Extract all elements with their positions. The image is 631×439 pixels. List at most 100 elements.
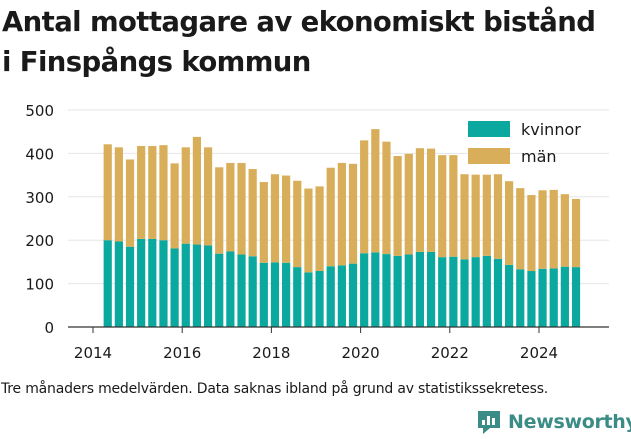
bar-kvinnor — [293, 267, 302, 327]
legend-swatch-man — [468, 148, 510, 164]
bar-kvinnor — [505, 264, 514, 327]
bar-man — [170, 163, 179, 249]
bar-man — [282, 175, 291, 263]
x-tick-label: 2024 — [520, 344, 558, 362]
bars — [103, 129, 581, 327]
bar-man — [192, 136, 202, 245]
bar-man — [527, 195, 536, 272]
bar-kvinnor — [337, 265, 346, 327]
bar-kvinnor — [170, 248, 179, 327]
bar-man — [426, 148, 436, 252]
bar-man — [516, 188, 525, 270]
bar-kvinnor — [549, 268, 558, 327]
brand-name: Newsworthy — [508, 411, 631, 433]
bar-man — [337, 162, 346, 266]
bar-kvinnor — [137, 238, 146, 327]
bar-kvinnor — [460, 259, 469, 327]
legend-swatch-kvinnor — [468, 121, 510, 137]
bar-man — [560, 194, 569, 267]
bar-man — [549, 189, 558, 269]
y-tick-label: 0 — [44, 319, 54, 337]
bar-man — [371, 129, 380, 253]
bar-man — [460, 174, 469, 260]
bar-kvinnor — [181, 243, 190, 327]
bar-kvinnor — [237, 254, 246, 327]
bar-man — [159, 145, 168, 241]
bar-man — [471, 174, 480, 258]
bar-man — [493, 174, 503, 259]
bar-man — [125, 159, 135, 247]
bar-kvinnor — [114, 241, 123, 327]
bar-kvinnor — [315, 271, 324, 327]
bar-kvinnor — [282, 262, 291, 327]
chart-title: Antal mottagare av ekonomiskt bistånd i F… — [2, 6, 596, 78]
bar-man — [571, 198, 581, 268]
bar-man — [114, 147, 123, 242]
bar-kvinnor — [215, 253, 224, 327]
newsworthy-logo-icon — [478, 411, 500, 434]
legend: kvinnor män — [468, 120, 581, 166]
bar-kvinnor — [471, 257, 480, 327]
bar-man — [148, 146, 157, 239]
y-tick-label: 300 — [25, 189, 54, 207]
bar-kvinnor — [192, 244, 202, 327]
newsworthy-logo: Newsworthy — [476, 407, 631, 437]
bar-man — [304, 188, 313, 273]
bar-man — [348, 163, 358, 264]
bar-kvinnor — [226, 251, 235, 327]
bar-man — [103, 144, 112, 241]
bar-man — [226, 162, 235, 252]
bar-man — [215, 167, 224, 254]
bar-kvinnor — [203, 245, 213, 327]
bar-kvinnor — [371, 252, 380, 327]
x-axis: 2014 2016 2018 2020 2022 2024 — [68, 326, 609, 362]
bar-kvinnor — [360, 253, 369, 327]
bar-kvinnor — [270, 262, 280, 327]
bar-kvinnor — [527, 271, 536, 327]
bar-man — [360, 140, 369, 254]
bar-man — [505, 181, 514, 265]
bar-kvinnor — [404, 254, 413, 327]
bar-kvinnor — [482, 255, 491, 327]
bar-man — [449, 155, 458, 257]
bar-man — [315, 186, 324, 272]
bar-man — [438, 155, 447, 258]
bar-kvinnor — [516, 269, 525, 327]
x-tick-label: 2022 — [431, 344, 469, 362]
bar-man — [203, 147, 213, 246]
x-tick-label: 2020 — [342, 344, 380, 362]
bar-man — [404, 153, 413, 255]
y-tick-label: 500 — [25, 102, 54, 120]
bar-man — [415, 148, 425, 252]
bar-kvinnor — [426, 251, 436, 327]
legend-label-kvinnor: kvinnor — [521, 120, 581, 139]
bar-man — [393, 156, 402, 256]
bar-kvinnor — [248, 256, 257, 327]
y-axis: 0 100 200 300 400 500 — [25, 102, 54, 337]
y-tick-label: 400 — [25, 145, 54, 163]
bar-man — [538, 190, 547, 269]
bar-kvinnor — [449, 256, 458, 327]
bar-kvinnor — [493, 258, 503, 327]
bar-kvinnor — [560, 266, 569, 327]
bar-man — [326, 167, 335, 267]
bar-kvinnor — [159, 240, 168, 327]
bar-man — [270, 174, 280, 263]
bar-kvinnor — [393, 255, 402, 327]
footnote: Tre månaders medelvärden. Data saknas ib… — [1, 381, 549, 397]
bar-kvinnor — [538, 268, 547, 327]
x-tick-label: 2018 — [252, 344, 290, 362]
bar-kvinnor — [103, 240, 112, 327]
bar-kvinnor — [326, 266, 335, 327]
bar-kvinnor — [571, 267, 581, 327]
bar-man — [248, 169, 257, 257]
bar-kvinnor — [438, 257, 447, 327]
bar-kvinnor — [259, 262, 268, 327]
bar-man — [382, 141, 391, 255]
bar-man — [293, 180, 302, 268]
bar-man — [181, 147, 190, 244]
x-tick-label: 2014 — [74, 344, 112, 362]
bar-kvinnor — [415, 251, 425, 327]
y-tick-label: 200 — [25, 232, 54, 250]
y-tick-label: 100 — [25, 276, 54, 294]
